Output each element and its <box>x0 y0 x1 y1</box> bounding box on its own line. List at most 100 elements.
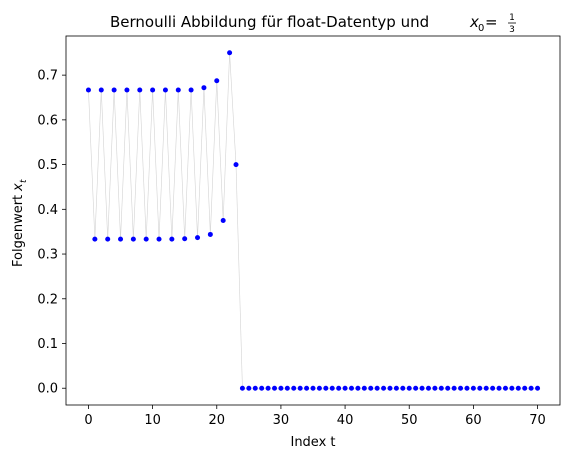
data-point <box>143 236 149 242</box>
x-tick-label: 60 <box>465 413 482 428</box>
data-point <box>291 385 297 391</box>
plot-frame <box>65 35 561 406</box>
connector-line-segment <box>100 90 109 240</box>
data-point <box>220 218 226 223</box>
data-point <box>137 87 143 93</box>
x-axis-label: Index t <box>290 435 335 450</box>
data-point <box>387 385 393 391</box>
data-point <box>400 385 406 391</box>
chart-title-num: 1 <box>509 13 515 23</box>
connector-line-segment <box>133 90 141 240</box>
data-point <box>515 385 521 391</box>
data-point <box>85 87 91 93</box>
connector-line-segment <box>222 52 230 221</box>
data-point <box>162 87 168 93</box>
x-tick-label: 0 <box>84 413 92 428</box>
data-point <box>259 385 265 391</box>
x-tick-label: 50 <box>401 413 418 428</box>
y-axis-ticks: 0.0 0.1 0.2 0.3 0.4 0.5 0.6 0.7 <box>37 69 66 397</box>
data-point <box>182 236 188 242</box>
data-point <box>265 385 271 391</box>
data-point <box>368 385 374 391</box>
data-point <box>406 385 412 391</box>
data-point <box>535 385 541 391</box>
data-point <box>413 385 419 391</box>
data-point <box>509 385 515 391</box>
data-point <box>130 236 136 242</box>
connector-line-segment <box>158 90 166 240</box>
data-point <box>310 385 316 391</box>
y-tick-label: 0.5 <box>37 158 58 173</box>
data-point <box>150 87 156 93</box>
x-axis-ticks: 0 10 20 30 40 50 60 70 <box>84 405 546 428</box>
data-point <box>284 385 290 391</box>
data-point <box>233 162 239 168</box>
data-point <box>329 385 335 391</box>
x-tick-label: 40 <box>337 413 354 428</box>
data-point <box>195 235 201 241</box>
connector-line-segment <box>216 80 224 221</box>
data-point <box>297 385 303 391</box>
data-point <box>111 87 117 93</box>
connector-line-segment <box>229 52 237 165</box>
data-point <box>239 385 245 391</box>
chart-title-eq: = <box>485 13 498 31</box>
x-tick-label: 70 <box>529 413 546 428</box>
data-point <box>188 87 194 93</box>
connector-line-segment <box>184 90 192 239</box>
data-point <box>361 385 367 391</box>
data-point <box>214 78 220 84</box>
data-point <box>105 236 111 242</box>
connector-line-segment <box>197 87 205 238</box>
connector-line-segment <box>190 90 198 238</box>
data-point <box>445 385 451 391</box>
y-tick-label: 0.6 <box>37 113 58 128</box>
data-point <box>438 385 444 391</box>
data-point <box>451 385 457 391</box>
y-axis-label-prefix: Folgenwert <box>11 195 26 267</box>
data-point <box>490 385 496 391</box>
y-tick-label: 0.7 <box>37 69 58 84</box>
y-tick-label: 0.3 <box>37 248 58 263</box>
data-point <box>156 236 162 242</box>
connector-line-segment <box>113 90 121 240</box>
data-point <box>252 385 258 391</box>
data-point <box>348 385 354 391</box>
connector-line-segment <box>126 90 134 240</box>
data-point <box>483 385 489 391</box>
connector-line-segment <box>152 90 160 240</box>
connector-line-segment <box>235 164 243 389</box>
y-tick-label: 0.1 <box>37 337 58 352</box>
data-point <box>342 385 348 391</box>
data-point <box>464 385 470 391</box>
chart-title-sub: 0 <box>478 23 484 34</box>
data-point <box>355 385 361 391</box>
connector-line-segment <box>203 87 211 235</box>
x-tick-label: 20 <box>208 413 225 428</box>
data-point <box>470 385 476 391</box>
data-point <box>169 236 175 242</box>
connector-line-segment <box>165 90 173 240</box>
data-point <box>124 87 130 93</box>
y-tick-label: 0.4 <box>37 203 58 218</box>
chart-title-prefix: Bernoulli Abbildung für float-Datentyp u… <box>110 13 429 31</box>
y-tick-label: 0.2 <box>37 292 58 307</box>
data-point <box>336 385 342 391</box>
data-point <box>374 385 380 391</box>
data-point <box>207 231 213 237</box>
data-point <box>393 385 399 391</box>
data-point <box>323 385 329 391</box>
data-point <box>118 236 124 242</box>
connector-line-segment <box>145 90 153 240</box>
chart-title: Bernoulli Abbildung für float-Datentyp u… <box>110 13 516 35</box>
connector-line-segment <box>177 90 185 239</box>
data-point <box>496 385 502 391</box>
y-axis-label-var: x <box>11 183 26 192</box>
chart-title-var: x <box>469 13 479 31</box>
x-tick-label: 30 <box>273 413 290 428</box>
series-points <box>85 50 541 391</box>
data-point <box>458 385 464 391</box>
connector-line-segment <box>171 90 179 240</box>
data-point <box>278 385 284 391</box>
